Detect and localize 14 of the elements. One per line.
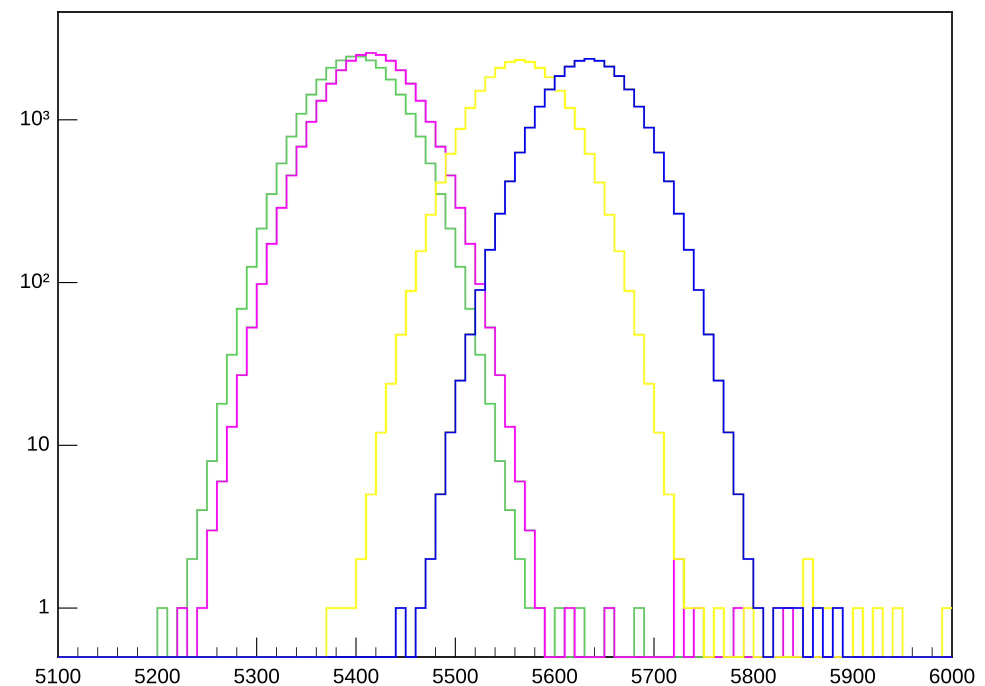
y-tick-label: 1	[40, 599, 49, 614]
x-tick-label: 5800	[730, 668, 776, 684]
x-tick-label: 5900	[830, 668, 876, 684]
y-tick-label: 10	[28, 436, 49, 451]
y-tick-label: 10²	[21, 273, 50, 288]
y-tick-label: 10³	[21, 110, 50, 126]
x-tick-label: 6000	[930, 668, 974, 684]
x-tick-label: 5400	[334, 668, 378, 684]
x-tick-label: 5500	[432, 668, 478, 684]
x-tick-label: 5700	[632, 668, 676, 684]
x-tick-label: 5200	[134, 668, 180, 684]
x-tick-label: 5300	[234, 668, 280, 684]
x-tick-label: 5600	[532, 668, 578, 684]
x-tick-label: 5100	[36, 668, 80, 684]
